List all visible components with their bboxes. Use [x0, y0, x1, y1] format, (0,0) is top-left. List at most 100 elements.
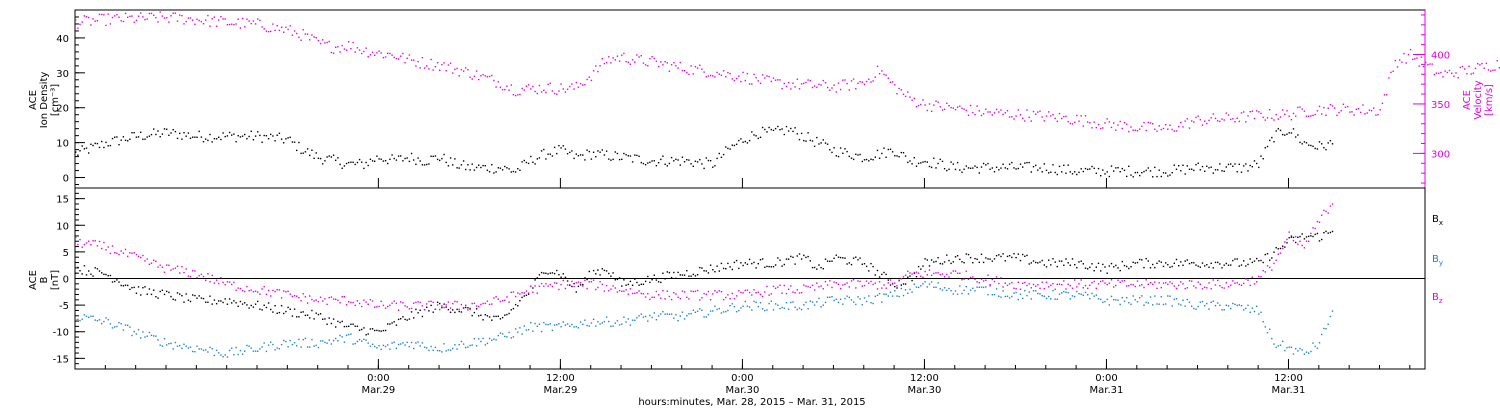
series-by-point	[1321, 333, 1323, 336]
series-velocity-point	[887, 77, 889, 79]
series-ion-density-point	[852, 158, 855, 161]
series-bz-point	[1136, 280, 1139, 282]
series-by-point	[631, 319, 634, 321]
series-bx-point	[1331, 230, 1334, 233]
series-bz-point	[963, 278, 965, 280]
series-velocity-point	[1370, 110, 1373, 112]
series-bz-point	[629, 288, 632, 290]
series-ion-density-point	[532, 161, 534, 163]
series-bx-point	[956, 255, 959, 257]
series-bx-point	[1152, 263, 1154, 266]
series-ion-density-point	[1219, 163, 1221, 165]
series-velocity-point	[369, 54, 372, 56]
series-by-point	[1104, 300, 1106, 303]
series-by-point	[207, 351, 209, 353]
series-velocity-point	[185, 20, 187, 23]
series-velocity-point	[714, 76, 716, 78]
series-ion-density-point	[816, 136, 818, 139]
series-bz-point	[523, 292, 525, 294]
series-bz-point	[553, 282, 556, 284]
series-by-point	[909, 288, 911, 291]
series-velocity-point	[287, 28, 289, 31]
series-by-point	[965, 286, 967, 288]
series-velocity-point	[679, 61, 681, 64]
series-bz-point	[1102, 280, 1104, 282]
series-bx-point	[419, 309, 421, 311]
series-by-point	[1171, 305, 1173, 307]
series-ion-density-point	[562, 145, 564, 147]
series-ion-density-point	[998, 169, 1000, 171]
series-bz-point	[1095, 287, 1097, 290]
series-by-point	[770, 300, 772, 302]
series-by-point	[504, 335, 506, 338]
series-velocity-point	[293, 30, 296, 32]
series-by-point	[1037, 292, 1039, 295]
series-bz-point	[484, 302, 486, 305]
series-by-point	[278, 348, 281, 350]
series-by-point	[239, 349, 242, 352]
series-bx-point	[881, 273, 883, 276]
series-velocity-point	[114, 15, 116, 17]
series-velocity-point	[709, 74, 712, 77]
series-bz-point	[911, 273, 913, 275]
series-ion-density-point	[1149, 170, 1152, 172]
series-ion-density-point	[354, 163, 356, 166]
series-ion-density-point	[1295, 136, 1297, 138]
series-ion-density-point	[796, 133, 798, 135]
series-ion-density-point	[1258, 166, 1260, 169]
series-ion-density-point	[387, 162, 389, 165]
series-by-point	[764, 309, 766, 312]
series-ion-density-point	[352, 161, 354, 163]
series-bx-point	[707, 272, 710, 274]
series-bz-point	[1236, 282, 1238, 284]
series-ion-density-point	[335, 159, 337, 161]
series-velocity-point	[597, 70, 599, 73]
series-by-point	[523, 325, 525, 327]
series-by-point	[705, 316, 707, 318]
series-bx-point	[224, 298, 226, 300]
series-bz-point	[300, 300, 302, 302]
series-velocity-point	[1399, 59, 1401, 61]
series-velocity-point	[246, 18, 248, 20]
series-by-point	[458, 343, 460, 346]
series-bx-point	[1175, 258, 1178, 261]
series-ion-density-point	[1227, 163, 1230, 166]
series-bx-point	[369, 328, 372, 330]
series-ion-density-point	[831, 151, 833, 154]
series-velocity-point	[352, 41, 354, 44]
series-velocity-point	[865, 80, 868, 83]
series-velocity-point	[1316, 110, 1319, 112]
series-ion-density-point	[192, 136, 194, 138]
series-ion-density-point	[733, 144, 736, 147]
series-bz-point	[1065, 288, 1067, 290]
series-velocity-point	[592, 70, 595, 72]
series-ion-density-point	[883, 147, 885, 149]
series-ion-density-point	[484, 165, 486, 167]
series-ion-density-point	[662, 155, 664, 157]
series-velocity-point	[1017, 109, 1019, 111]
series-by-point	[85, 315, 88, 318]
series-by-point	[961, 292, 963, 295]
series-by-point	[521, 333, 523, 335]
series-by-point	[1175, 298, 1178, 300]
series-velocity-point	[694, 66, 697, 68]
series-by-point	[573, 326, 575, 328]
series-velocity-point	[826, 86, 829, 89]
series-by-point	[982, 286, 985, 289]
series-by-point	[1206, 302, 1208, 305]
series-bx-point	[222, 301, 224, 304]
series-ion-density-point	[623, 152, 625, 155]
series-bz-point	[560, 283, 562, 286]
series-bx-point	[88, 270, 90, 272]
series-bz-point	[213, 282, 216, 284]
series-ion-density-point	[787, 130, 790, 132]
series-bx-point	[764, 266, 766, 268]
series-bz-point	[465, 304, 467, 306]
series-bx-point	[1279, 247, 1282, 250]
series-ion-density-point	[900, 151, 902, 154]
series-bx-point	[332, 318, 335, 320]
series-bx-point	[1292, 236, 1295, 239]
series-velocity-point	[317, 39, 320, 42]
series-velocity-point	[315, 37, 317, 39]
series-ion-density-point	[751, 131, 753, 133]
